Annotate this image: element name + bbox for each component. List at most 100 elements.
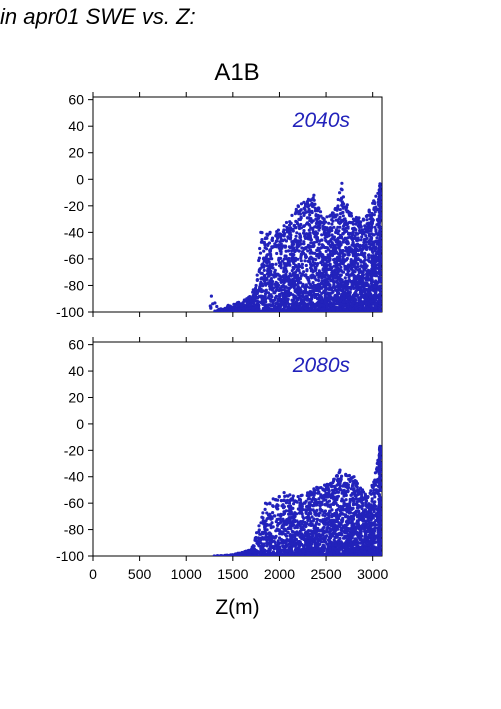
data-point <box>295 278 299 283</box>
data-point <box>268 502 272 506</box>
data-point <box>374 293 378 297</box>
data-point <box>213 301 217 305</box>
data-point <box>333 280 337 284</box>
data-point <box>362 230 366 234</box>
data-point <box>298 240 302 244</box>
data-point <box>351 254 355 258</box>
data-point <box>320 233 324 237</box>
data-point <box>378 273 382 277</box>
data-point <box>265 232 269 236</box>
data-point <box>339 273 343 277</box>
data-point <box>319 252 323 256</box>
data-point <box>371 250 375 254</box>
data-point <box>365 218 369 222</box>
data-point <box>306 197 310 201</box>
data-point <box>321 256 325 260</box>
data-point <box>299 202 304 206</box>
data-point <box>338 233 342 238</box>
data-point <box>341 214 345 218</box>
data-point <box>284 249 288 253</box>
data-point <box>302 213 306 217</box>
data-point <box>348 246 352 250</box>
data-point <box>347 269 351 273</box>
x-tick-label: 2500 <box>310 566 341 582</box>
data-point <box>331 290 335 294</box>
y-tick-label: -40 <box>64 469 84 485</box>
data-point <box>355 308 359 312</box>
data-point <box>321 271 325 275</box>
data-point <box>266 281 270 285</box>
data-point <box>315 310 319 312</box>
data-point <box>349 221 353 225</box>
data-point <box>330 228 334 233</box>
data-point <box>340 292 344 296</box>
data-point <box>378 189 382 194</box>
data-point <box>349 235 354 239</box>
data-point <box>273 268 277 272</box>
data-point <box>286 228 290 232</box>
data-point <box>317 305 321 309</box>
data-point <box>353 243 357 247</box>
data-point <box>341 300 345 304</box>
data-point <box>329 239 333 243</box>
data-point <box>325 215 329 219</box>
data-point <box>295 500 299 504</box>
data-point <box>371 284 376 288</box>
data-point <box>354 219 358 223</box>
data-point <box>269 278 273 282</box>
data-point <box>266 269 270 273</box>
data-point <box>363 237 367 241</box>
data-point <box>264 288 268 292</box>
data-point <box>341 195 345 199</box>
data-point <box>379 196 382 200</box>
data-point <box>325 267 329 271</box>
y-tick-label: -20 <box>64 198 84 214</box>
data-point <box>284 296 288 301</box>
data-point <box>295 306 299 310</box>
y-tick-label: 20 <box>68 145 84 161</box>
data-point <box>317 296 321 300</box>
data-point <box>357 221 361 225</box>
data-point <box>265 303 269 308</box>
data-point <box>333 260 337 264</box>
data-point <box>328 277 332 281</box>
data-point <box>342 224 346 228</box>
data-point <box>291 305 295 309</box>
data-point <box>344 291 348 295</box>
data-point <box>298 305 302 309</box>
data-point <box>306 249 310 253</box>
data-point <box>282 276 286 281</box>
data-point <box>316 224 320 228</box>
data-point <box>269 263 273 267</box>
data-point <box>378 301 382 305</box>
data-point <box>315 508 319 512</box>
data-point <box>262 268 266 272</box>
data-point <box>368 245 372 249</box>
data-point <box>374 274 379 278</box>
data-point <box>321 267 325 271</box>
scatter-points <box>212 444 382 556</box>
data-point <box>301 250 305 254</box>
data-point <box>337 277 341 281</box>
data-point <box>339 309 343 312</box>
data-point <box>349 260 353 264</box>
y-tick-label: 0 <box>76 171 84 187</box>
data-point <box>329 226 333 230</box>
data-point <box>336 262 340 267</box>
data-point <box>317 278 321 283</box>
data-point <box>263 282 267 286</box>
data-point <box>255 273 259 277</box>
data-point <box>262 249 266 253</box>
data-point <box>242 298 246 302</box>
data-point <box>366 288 370 292</box>
data-point <box>257 540 261 544</box>
data-point <box>363 298 367 302</box>
data-point <box>303 253 308 257</box>
data-point <box>328 262 332 266</box>
data-point <box>373 305 377 309</box>
data-point <box>329 288 334 292</box>
data-point <box>345 239 349 244</box>
data-point <box>378 267 382 271</box>
data-point <box>318 294 322 298</box>
data-point <box>285 301 290 305</box>
